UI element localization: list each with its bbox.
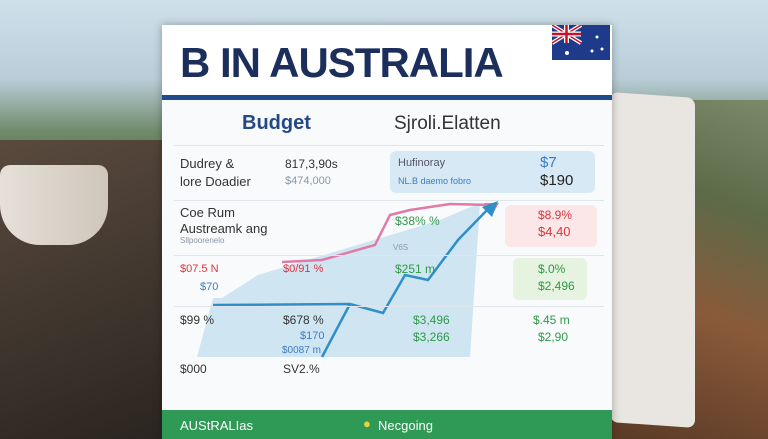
footer-status: Necgoing xyxy=(378,418,433,433)
row-label: Austreamk ang xyxy=(180,221,268,236)
value: $678 % xyxy=(283,313,324,327)
value-red: $07.5 N xyxy=(180,263,219,275)
value-small: V6S xyxy=(393,243,409,252)
coin-icon: ● xyxy=(363,416,371,431)
green-box xyxy=(513,258,587,300)
row-label: Dudrey & xyxy=(180,156,235,171)
value: $000 xyxy=(180,362,207,376)
box-value: $2,496 xyxy=(538,279,575,293)
row-label: lore Doadier xyxy=(180,174,251,189)
pink-trend-line xyxy=(281,202,493,264)
box-value: $8.9% xyxy=(538,208,573,222)
card-header: B IN AUSTRALIA xyxy=(162,25,612,100)
box-label: NL.B daemo fobro xyxy=(398,176,472,186)
highlight-box xyxy=(390,151,595,193)
value-blue: $170 xyxy=(300,330,325,342)
column-heading: Sjroli.Elatten xyxy=(394,113,501,134)
box-value: $.0% xyxy=(538,262,566,276)
value-blue: $70 xyxy=(200,281,219,293)
row-label: Coe Rum xyxy=(180,205,235,220)
budget-heading: Budget xyxy=(242,112,311,134)
box-value: $7 xyxy=(540,154,557,171)
australian-flag-icon xyxy=(552,25,610,60)
box-value: $190 xyxy=(540,172,574,189)
blue-arrow-icon xyxy=(482,201,498,217)
blue-trend-line xyxy=(320,303,352,358)
row-sublabel: Sllpoorenelo xyxy=(180,236,225,245)
chart-area xyxy=(197,203,480,357)
value-red: $0/91 % xyxy=(283,263,324,275)
value-green: $251 m xyxy=(395,262,436,276)
box-value: $4,40 xyxy=(538,224,571,239)
value: $99 % xyxy=(180,313,215,327)
red-box xyxy=(505,205,597,247)
card-footer: AUStRALIas ● Necgoing xyxy=(162,410,612,439)
value: 817,3,90s xyxy=(285,157,338,171)
value-green: $38% % xyxy=(395,214,440,228)
divider xyxy=(174,306,604,307)
divider xyxy=(174,145,604,146)
coffee-cup xyxy=(0,165,108,245)
value-green: $3,496 xyxy=(413,313,450,327)
value-blue: $0087 m xyxy=(282,345,321,356)
box-label: Hufinoray xyxy=(398,157,446,169)
value-green: $.45 m xyxy=(533,313,570,327)
footer-label: AUStRALIas xyxy=(180,418,253,433)
value: $474,000 xyxy=(285,175,331,187)
divider xyxy=(174,200,604,201)
value-green: $2,90 xyxy=(538,330,569,344)
value: SV2.% xyxy=(283,362,320,376)
card-title: B IN AUSTRALIA xyxy=(180,39,504,86)
background-tablet xyxy=(610,92,695,428)
trend-chart xyxy=(197,201,499,358)
budget-card: B IN AUSTRALIA Budget Sjroli.Elatten Dud… xyxy=(162,25,612,439)
divider xyxy=(174,255,604,256)
value-green: $3,266 xyxy=(413,330,450,344)
